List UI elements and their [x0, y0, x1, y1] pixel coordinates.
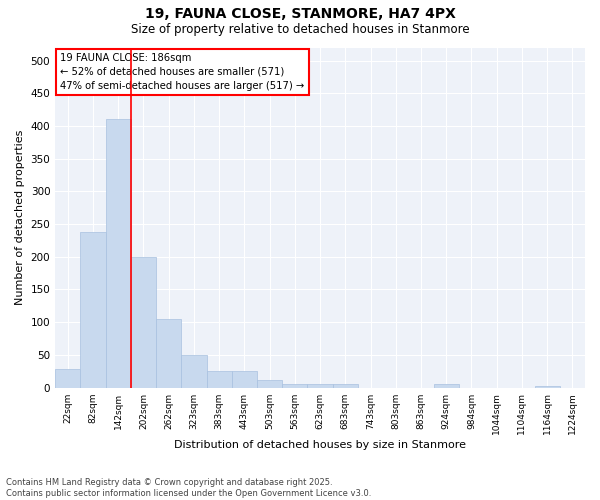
Text: 19, FAUNA CLOSE, STANMORE, HA7 4PX: 19, FAUNA CLOSE, STANMORE, HA7 4PX [145, 8, 455, 22]
Bar [232, 371, 257, 388]
Bar [332, 384, 358, 388]
Text: Contains HM Land Registry data © Crown copyright and database right 2025.
Contai: Contains HM Land Registry data © Crown c… [6, 478, 371, 498]
Bar [206, 371, 232, 388]
Bar [80, 232, 106, 388]
Bar [257, 380, 282, 388]
Bar [156, 319, 181, 388]
Bar [106, 120, 131, 388]
Bar [434, 384, 459, 388]
X-axis label: Distribution of detached houses by size in Stanmore: Distribution of detached houses by size … [174, 440, 466, 450]
Y-axis label: Number of detached properties: Number of detached properties [15, 130, 25, 305]
Text: 19 FAUNA CLOSE: 186sqm
← 52% of detached houses are smaller (571)
47% of semi-de: 19 FAUNA CLOSE: 186sqm ← 52% of detached… [61, 52, 305, 90]
Bar [307, 384, 332, 388]
Bar [181, 355, 206, 388]
Bar [55, 370, 80, 388]
Text: Size of property relative to detached houses in Stanmore: Size of property relative to detached ho… [131, 22, 469, 36]
Bar [535, 386, 560, 388]
Bar [131, 257, 156, 388]
Bar [282, 384, 307, 388]
